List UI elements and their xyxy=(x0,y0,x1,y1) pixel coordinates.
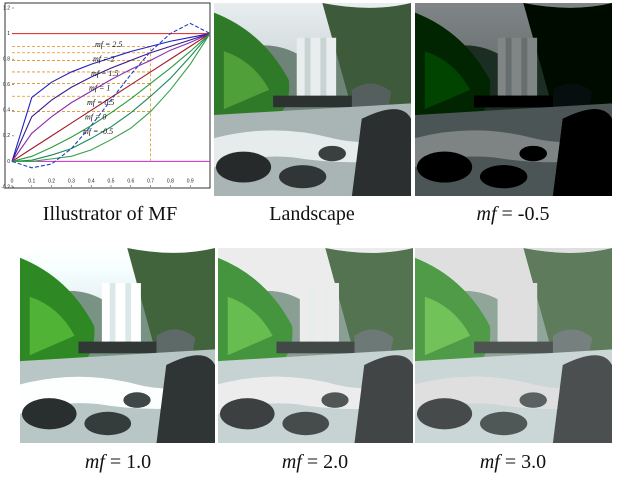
x-tick-label: 0.1 xyxy=(28,178,35,184)
curve-label: mf = -0.5 xyxy=(83,127,113,136)
y-tick-label: 0.8 xyxy=(3,56,10,62)
x-tick-label: 0.3 xyxy=(68,178,75,184)
figure: -0.200.20.40.60.811.200.10.20.30.40.50.6… xyxy=(0,0,620,477)
y-tick-label: 0.2 xyxy=(3,133,10,139)
x-tick-label: 0 xyxy=(11,178,14,184)
x-tick-label: 0.9 xyxy=(187,178,194,184)
caption: mf = 1.0 xyxy=(85,451,151,473)
photo xyxy=(218,248,413,443)
photo xyxy=(415,3,612,196)
x-tick-label: 0.5 xyxy=(108,178,115,184)
photo xyxy=(415,248,612,443)
x-tick-label: 0.6 xyxy=(127,178,134,184)
y-tick-label: 1.2 xyxy=(3,5,10,11)
chart-frame xyxy=(5,3,210,188)
y-tick-label: 0.6 xyxy=(3,82,10,88)
x-tick-label: 0.7 xyxy=(147,178,154,184)
photo xyxy=(214,3,411,196)
curve-label: mf = 2.5 xyxy=(95,40,122,49)
x-tick-label: 0.4 xyxy=(88,178,95,184)
curve-label: mf = 1.5 xyxy=(91,69,118,78)
y-tick-label: 1 xyxy=(7,31,10,37)
curve-label: mf = 2 xyxy=(93,54,114,63)
curve-label: mf = 1 xyxy=(89,83,110,92)
y-tick-label: 0.4 xyxy=(3,108,10,114)
caption: mf = -0.5 xyxy=(477,203,550,225)
caption: Landscape xyxy=(269,203,355,225)
x-tick-label: 0.8 xyxy=(167,178,174,184)
x-tick-label: 0.2 xyxy=(48,178,55,184)
caption: mf = 3.0 xyxy=(480,451,546,473)
y-tick-label: 0 xyxy=(7,159,10,165)
photo xyxy=(20,248,215,443)
caption: Illustrator of MF xyxy=(43,203,177,225)
curve-label: mf = 0.5 xyxy=(87,98,114,107)
y-tick-label: -0.2 xyxy=(1,184,10,190)
caption: mf = 2.0 xyxy=(282,451,348,473)
